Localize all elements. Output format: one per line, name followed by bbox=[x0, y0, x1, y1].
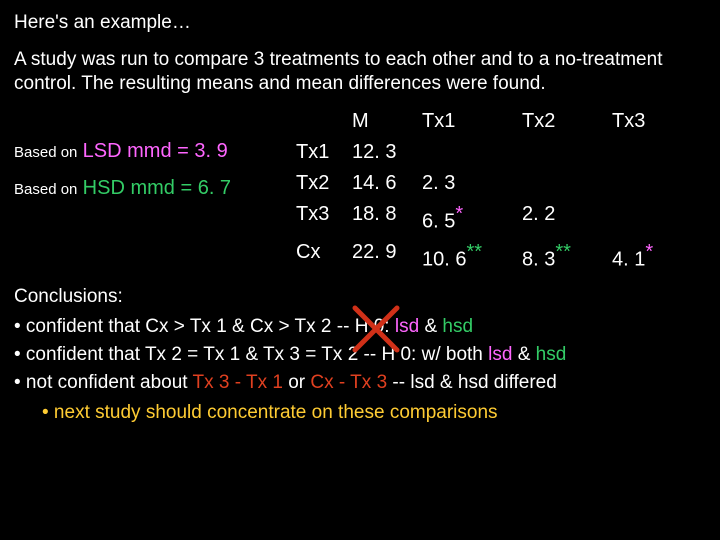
text: • confident that Tx 2 = Tx 1 & Tx 3 = Tx… bbox=[14, 344, 488, 365]
sig-dstar: ** bbox=[555, 241, 571, 263]
cell bbox=[520, 168, 610, 199]
cell: 6. 5* bbox=[420, 199, 520, 238]
table-row: Tx1 12. 3 bbox=[294, 137, 690, 168]
h0-label: H 0: bbox=[355, 316, 390, 337]
cell bbox=[610, 168, 690, 199]
basedon-label: Based on bbox=[14, 144, 77, 161]
conclusions-heading: Conclusions: bbox=[14, 286, 706, 308]
text: • confident that bbox=[14, 316, 145, 337]
col-header-M: M bbox=[350, 106, 420, 137]
cell: 10. 6** bbox=[420, 237, 520, 276]
next-study-line: • next study should concentrate on these… bbox=[42, 402, 706, 424]
conclusion-line-3: • not confident about Tx 3 - Tx 1 or Cx … bbox=[14, 372, 706, 394]
row-label: Tx2 bbox=[294, 168, 350, 199]
red-text: Cx - Tx 3 bbox=[310, 372, 392, 393]
text: -- lsd & hsd differed bbox=[392, 372, 556, 393]
col-header-Tx2: Tx2 bbox=[520, 106, 610, 137]
basedon-label: Based on bbox=[14, 181, 77, 198]
col-header-Tx1: Tx1 bbox=[420, 106, 520, 137]
cell-m: 14. 6 bbox=[350, 168, 420, 199]
text: Cx > Tx 1 & Cx > Tx 2 -- bbox=[145, 316, 354, 337]
conclusion-line-2: • confident that Tx 2 = Tx 1 & Tx 3 = Tx… bbox=[14, 344, 706, 366]
cell bbox=[520, 137, 610, 168]
val: 8. 3 bbox=[522, 249, 555, 271]
cell-m: 18. 8 bbox=[350, 199, 420, 238]
conclusions: Conclusions: • confident that Cx > Tx 1 … bbox=[14, 286, 706, 424]
mean-diff-table: M Tx1 Tx2 Tx3 Tx1 12. 3 Tx2 14. 6 2. 3 T… bbox=[294, 106, 690, 276]
or: or bbox=[288, 372, 310, 393]
mid-section: Based on LSD mmd = 3. 9 Based on HSD mmd… bbox=[14, 106, 706, 276]
row-label: Cx bbox=[294, 237, 350, 276]
val: 10. 6 bbox=[422, 249, 466, 271]
val: 4. 1 bbox=[612, 249, 645, 271]
cell: 2. 3 bbox=[420, 168, 520, 199]
hsd-annotation: Based on HSD mmd = 6. 7 bbox=[14, 177, 274, 200]
cell-m: 22. 9 bbox=[350, 237, 420, 276]
row-label: Tx1 bbox=[294, 137, 350, 168]
cell-m: 12. 3 bbox=[350, 137, 420, 168]
lsd-mmd-value: LSD mmd = 3. 9 bbox=[83, 140, 228, 162]
hsd-mmd-value: HSD mmd = 6. 7 bbox=[83, 177, 231, 199]
cell bbox=[610, 199, 690, 238]
cell: 4. 1* bbox=[610, 237, 690, 276]
slide-title: Here's an example… bbox=[14, 12, 706, 34]
amp: & bbox=[424, 316, 442, 337]
table-corner bbox=[294, 106, 350, 137]
cell bbox=[420, 137, 520, 168]
mmd-annotations: Based on LSD mmd = 3. 9 Based on HSD mmd… bbox=[14, 106, 274, 276]
hsd-text: hsd bbox=[536, 344, 567, 365]
row-label: Tx3 bbox=[294, 199, 350, 238]
table-row: Tx3 18. 8 6. 5* 2. 2 bbox=[294, 199, 690, 238]
red-text: Tx 3 - Tx 1 bbox=[193, 372, 283, 393]
lsd-text: lsd bbox=[488, 344, 512, 365]
sig-dstar: ** bbox=[466, 241, 482, 263]
lsd-annotation: Based on LSD mmd = 3. 9 bbox=[14, 140, 274, 163]
cell: 2. 2 bbox=[520, 199, 610, 238]
val: 2. 3 bbox=[422, 172, 455, 194]
intro-paragraph: A study was run to compare 3 treatments … bbox=[14, 48, 706, 96]
val: 6. 5 bbox=[422, 210, 455, 232]
table-row: Cx 22. 9 10. 6** 8. 3** 4. 1* bbox=[294, 237, 690, 276]
val: 2. 2 bbox=[522, 203, 555, 225]
lsd-text: lsd bbox=[395, 316, 419, 337]
sig-star: * bbox=[455, 203, 463, 225]
cell: 8. 3** bbox=[520, 237, 610, 276]
text: • not confident about bbox=[14, 372, 193, 393]
cell bbox=[610, 137, 690, 168]
conclusion-line-1: • confident that Cx > Tx 1 & Cx > Tx 2 -… bbox=[14, 316, 706, 338]
h0-struck: H 0: bbox=[355, 316, 390, 338]
amp: & bbox=[518, 344, 536, 365]
sig-star: * bbox=[645, 241, 653, 263]
col-header-Tx3: Tx3 bbox=[610, 106, 690, 137]
hsd-text: hsd bbox=[442, 316, 473, 337]
table-header-row: M Tx1 Tx2 Tx3 bbox=[294, 106, 690, 137]
table-row: Tx2 14. 6 2. 3 bbox=[294, 168, 690, 199]
